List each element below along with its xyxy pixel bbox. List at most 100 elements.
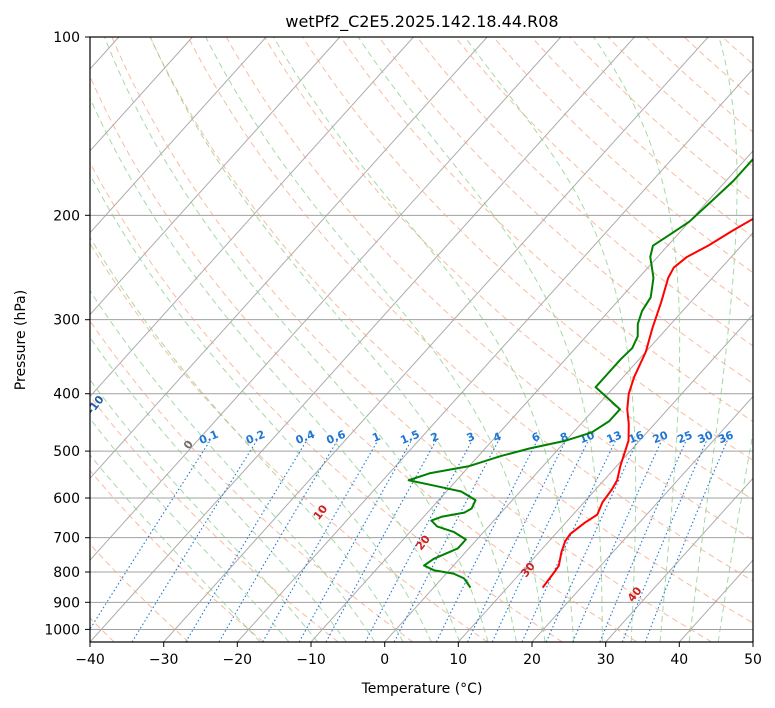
dry-adiabat-line: [90, 320, 414, 642]
dry-adiabat-line: [378, 37, 753, 385]
isotherm-line: [90, 37, 267, 234]
moist-adiabat-line: [90, 289, 376, 642]
moist-adiabat-line: [688, 37, 738, 642]
moist-adiabat-line: [464, 37, 637, 642]
moist-adiabat-line: [149, 37, 517, 642]
dry-adiabat-line: [607, 37, 753, 168]
mixing-ratio-line: [185, 440, 308, 642]
dry-adiabat-line: [90, 469, 264, 642]
dry-adiabat-line: [454, 37, 753, 310]
isotherm-line: [90, 37, 193, 152]
y-tick-label: 400: [53, 387, 80, 403]
y-tick-label: 600: [53, 491, 80, 507]
mixing-ratio-line: [435, 440, 538, 642]
dry-adiabat-line: [90, 161, 563, 642]
moist-adiabat-line: [103, 37, 489, 642]
dry-adiabat-line: [187, 37, 753, 582]
x-tick-label: −20: [223, 652, 253, 668]
x-tick-label: 0: [380, 652, 389, 668]
moist-adiabat-line: [273, 37, 575, 642]
axes: −40 −30 −20 −10 0 10 20 30 40 5010020030040050060…: [44, 30, 762, 668]
x-tick-label: 30: [597, 652, 615, 668]
mixing-ratio-line: [491, 440, 589, 642]
mixing-ratio-line: [298, 440, 412, 642]
mixing-ratio-label: 1: [370, 430, 382, 445]
isotherm-line: [163, 37, 709, 642]
dry-adiabat-label: 10: [311, 502, 331, 522]
mixing-ratio-label: 25: [675, 428, 694, 446]
dry-adiabat-line: [90, 75, 638, 642]
mixing-ratio-line: [393, 440, 500, 642]
moist-adiabat-line: [357, 37, 603, 642]
dry-adiabat-line: [111, 37, 712, 642]
mixing-ratio-line: [599, 440, 687, 642]
mixing-ratio-line: [644, 440, 728, 642]
dry-adiabat-line: [90, 395, 339, 642]
y-axis-label: Pressure (hPa): [13, 290, 29, 390]
isotherm-line: [457, 313, 753, 642]
dry-adiabat-line: [531, 37, 753, 238]
moist-adiabat-line: [90, 454, 261, 642]
y-tick-label: 100: [53, 30, 80, 46]
y-tick-label: 200: [53, 208, 80, 224]
mixing-ratio-label: 4: [491, 430, 503, 445]
mixing-ratio-line: [131, 440, 258, 642]
mixing-ratio-line: [467, 440, 567, 642]
dry-adiabat-line: [225, 37, 753, 541]
isotherm-line: [531, 395, 753, 642]
plot-frame: [89, 36, 754, 643]
moist-adiabat-line: [90, 236, 404, 642]
y-tick-label: 300: [53, 313, 80, 329]
isotherm-line: [384, 231, 753, 642]
x-tick-label: −30: [149, 652, 179, 668]
isotherm-line: [236, 68, 753, 642]
mixing-ratio-label: 16: [627, 428, 646, 446]
dry-adiabat-line: [264, 37, 753, 501]
dry-adiabat-line: [493, 37, 753, 274]
mixing-ratio-label: 1.5: [399, 428, 422, 447]
mixing-ratio-line: [521, 440, 616, 642]
y-tick-label: 500: [53, 444, 80, 460]
mixing-ratio-label: 36: [716, 428, 735, 446]
mixing-ratio-label: 2: [429, 430, 441, 445]
moist-adiabat-line: [593, 37, 681, 642]
mixing-ratio-line: [545, 440, 638, 642]
x-tick-label: 20: [523, 652, 541, 668]
moist-adiabat-line: [205, 37, 546, 642]
x-tick-label: 40: [670, 652, 688, 668]
x-tick-label: −10: [296, 652, 326, 668]
dewpoint-profile-line: [407, 157, 753, 589]
dry-adiabat-line: [683, 37, 753, 99]
mixing-ratio-line: [572, 440, 663, 642]
mixing-ratio-line: [218, 440, 338, 642]
chart-title: wetPf2_C2E5.2025.142.18.44.R08: [285, 12, 558, 32]
mixing-ratio-label: 8: [558, 430, 570, 445]
mixing-ratio-label: 3: [465, 430, 477, 445]
dry-adiabat-line: [149, 37, 753, 624]
moist-adiabat-line: [90, 417, 290, 642]
moist-adiabat-line: [90, 96, 461, 642]
isotherm-line: [90, 37, 562, 561]
isotherm-line: [605, 477, 753, 642]
mixing-ratio-label: 13: [605, 428, 624, 446]
y-tick-label: 800: [53, 565, 80, 581]
dry-adiabat-line: [416, 37, 753, 347]
isotherm-line: [310, 150, 753, 642]
dry-adiabat-line: [90, 242, 488, 642]
background-lines: [90, 37, 753, 642]
y-tick-label: 700: [53, 531, 80, 547]
moist-adiabat-line: [90, 173, 432, 642]
x-axis-label: Temperature (°C): [361, 681, 483, 697]
isotherm-line: [752, 641, 753, 642]
dry-adiabat-label: -10: [84, 393, 107, 417]
mixing-ratio-line: [621, 440, 708, 642]
isotherm-line: [90, 37, 635, 642]
y-tick-label: 900: [53, 595, 80, 611]
isotherm-line: [90, 37, 341, 316]
mixing-ratio-label: 30: [696, 428, 715, 446]
y-tick-label: 1000: [44, 622, 80, 638]
profile-series: [407, 157, 753, 589]
isotherm-line: [90, 37, 414, 398]
